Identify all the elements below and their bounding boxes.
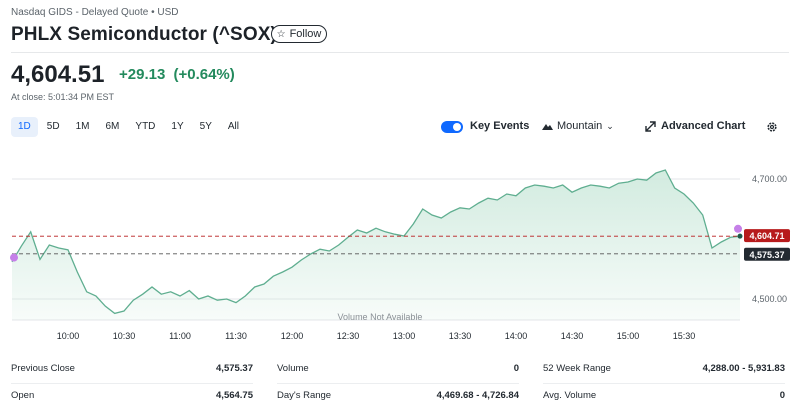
volume-note: Volume Not Available xyxy=(338,312,423,322)
advanced-chart-label: Advanced Chart xyxy=(661,120,746,132)
range-tab-1y[interactable]: 1Y xyxy=(171,121,184,132)
stat-label: Previous Close xyxy=(11,363,75,374)
key-event-marker[interactable] xyxy=(10,253,18,262)
x-tick-label: 14:00 xyxy=(505,331,528,341)
star-icon: ☆ xyxy=(276,28,286,40)
stat-value: 4,564.75 xyxy=(216,390,253,401)
x-tick-label: 15:00 xyxy=(617,331,640,341)
current-price-label: 4,604.71 xyxy=(749,231,784,241)
range-tab-ytd[interactable]: YTD xyxy=(135,121,156,132)
stat-value: 0 xyxy=(513,363,519,374)
mountain-icon xyxy=(542,124,553,130)
stat-row: Day's Range 4,469.68 - 4,726.84 xyxy=(277,390,519,410)
price-line xyxy=(11,169,741,315)
range-tab-5d[interactable]: 5D xyxy=(46,121,60,132)
stat-row: Avg. Volume 0 xyxy=(543,390,785,410)
range-tab-6m[interactable]: 6M xyxy=(105,121,120,132)
last-price-dot xyxy=(737,233,743,239)
x-tick-label: 13:00 xyxy=(393,331,416,341)
stat-label: Open xyxy=(11,390,35,401)
stat-value: 0 xyxy=(779,390,785,401)
stat-value: 4,575.37 xyxy=(216,363,253,374)
change-value: +29.13 xyxy=(119,66,166,83)
key-events-toggle[interactable] xyxy=(441,121,463,133)
stat-row: Open 4,564.75 xyxy=(11,390,253,410)
x-tick-label: 15:30 xyxy=(673,331,696,341)
price-area xyxy=(12,170,740,320)
divider xyxy=(11,52,789,53)
close-time: At close: 5:01:34 PM EST xyxy=(11,92,115,102)
key-event-marker[interactable] xyxy=(734,224,742,233)
x-tick-label: 10:30 xyxy=(113,331,136,341)
range-tabs: 1D 5D 1M 6M YTD 1Y 5Y All xyxy=(11,117,248,137)
stat-row: Volume 0 xyxy=(277,363,519,384)
range-tab-all[interactable]: All xyxy=(227,121,239,132)
current-price-tag xyxy=(744,229,790,243)
x-tick-label: 12:30 xyxy=(337,331,360,341)
price-chart[interactable]: 4,700.00 4,500.00 4,604.71 4,575.37 Volume N… xyxy=(0,150,800,350)
x-tick-label: 10:00 xyxy=(57,331,80,341)
stat-row: 52 Week Range 4,288.00 - 5,931.83 xyxy=(543,363,785,384)
change-percent: (+0.64%) xyxy=(173,66,235,83)
x-tick-label: 14:30 xyxy=(561,331,584,341)
x-tick-label: 13:30 xyxy=(449,331,472,341)
stats-column-1: Previous Close 4,575.37 Open 4,564.75 xyxy=(11,363,253,410)
x-tick-label: 12:00 xyxy=(281,331,304,341)
previous-close-tag xyxy=(744,247,790,261)
chart-type-label: Mountain xyxy=(557,120,603,132)
previous-close-label: 4,575.37 xyxy=(749,250,784,260)
stat-label: 52 Week Range xyxy=(543,363,611,374)
price-change: +29.13 (+0.64%) xyxy=(119,66,235,83)
stat-value: 4,288.00 - 5,931.83 xyxy=(702,363,785,374)
range-tab-1m[interactable]: 1M xyxy=(75,121,90,132)
page-title: PHLX Semiconductor (^SOX) xyxy=(11,24,277,45)
stats-column-3: 52 Week Range 4,288.00 - 5,931.83 Avg. Vol… xyxy=(543,363,785,410)
y-tick-label: 4,700.00 xyxy=(752,174,787,184)
stat-row: Previous Close 4,575.37 xyxy=(11,363,253,384)
range-tab-1d[interactable]: 1D xyxy=(11,117,38,137)
follow-button[interactable]: ☆ Follow xyxy=(271,25,327,43)
stat-label: Volume xyxy=(277,363,309,374)
x-tick-label: 11:00 xyxy=(169,331,191,341)
expand-icon xyxy=(645,120,656,132)
y-tick-label: 4,500.00 xyxy=(752,294,787,304)
stat-label: Avg. Volume xyxy=(543,390,597,401)
key-events-label[interactable]: Key Events xyxy=(470,120,530,132)
x-tick-label: 11:30 xyxy=(225,331,247,341)
chart-type-dropdown[interactable]: Mountain ⌄ xyxy=(542,120,614,132)
stats-column-2: Volume 0 Day's Range 4,469.68 - 4,726.84 xyxy=(277,363,519,410)
range-tab-5y[interactable]: 5Y xyxy=(199,121,212,132)
settings-button[interactable] xyxy=(766,120,778,138)
exchange-line: Nasdaq GIDS - Delayed Quote • USD xyxy=(11,7,179,18)
price: 4,604.51 xyxy=(11,61,105,88)
advanced-chart-button[interactable]: Advanced Chart xyxy=(645,120,745,132)
gear-icon xyxy=(767,122,777,132)
stat-label: Day's Range xyxy=(277,390,332,401)
stat-value: 4,469.68 - 4,726.84 xyxy=(436,390,519,401)
toggle-knob xyxy=(453,123,461,131)
follow-label: Follow xyxy=(289,28,322,40)
chevron-down-icon: ⌄ xyxy=(606,120,614,131)
